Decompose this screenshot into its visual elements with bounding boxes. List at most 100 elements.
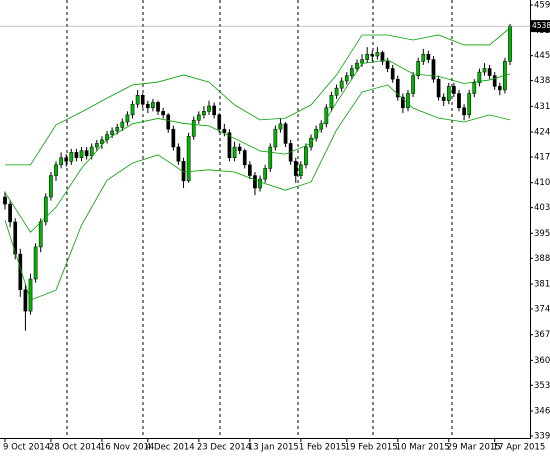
candle-body — [380, 52, 385, 62]
bollinger-band — [5, 27, 511, 166]
candle-body — [370, 53, 375, 57]
y-tick-label: 4172.0 — [534, 152, 550, 162]
candle-body — [431, 59, 436, 80]
candle-body — [487, 68, 492, 76]
y-tick-label: 4030.0 — [534, 203, 550, 213]
candle-body — [334, 87, 339, 96]
y-tick-label: 4598.0 — [534, 1, 550, 11]
candle-body — [324, 107, 329, 125]
candle-body — [247, 164, 252, 176]
candle-body — [421, 53, 426, 62]
candle-body — [253, 175, 257, 189]
candle-body — [171, 128, 176, 148]
candle-body — [125, 114, 130, 123]
candle-body — [467, 93, 472, 116]
candle-body — [472, 82, 477, 94]
last-price-label: 4538.8 — [532, 21, 550, 30]
candle-body — [176, 146, 181, 162]
candle-body — [227, 132, 232, 158]
x-tick-label: 28 Oct 2014 — [49, 443, 102, 453]
candle-body — [446, 86, 451, 101]
bollinger-band — [4, 84, 511, 301]
candle-body — [258, 178, 262, 189]
candle-body — [207, 105, 211, 112]
candle-body — [508, 25, 512, 62]
x-tick-label: 10 Mar 2015 — [396, 443, 450, 453]
candle-body — [140, 95, 145, 105]
candle-body — [360, 59, 364, 64]
candle-body — [217, 114, 222, 130]
candle-body — [79, 150, 84, 158]
candle-body — [441, 96, 446, 101]
candle-body — [273, 128, 278, 148]
candle-body — [375, 52, 380, 57]
y-tick-label: 3958.0 — [534, 229, 550, 239]
candle-body — [477, 71, 482, 84]
y-tick-label: 3746.0 — [534, 304, 550, 314]
candle-body — [329, 95, 334, 109]
candle-body — [196, 114, 201, 121]
candle-body — [497, 86, 502, 91]
y-tick-label: 3460.0 — [534, 407, 550, 417]
candle-body — [416, 61, 421, 76]
candle-body — [304, 146, 308, 166]
candle-body — [293, 161, 298, 176]
candle-body — [100, 139, 104, 144]
candle-body — [105, 134, 109, 141]
last-price-box — [531, 20, 550, 33]
y-tick-label: 4456.0 — [534, 51, 550, 61]
candle-body — [89, 146, 94, 157]
candle-body — [457, 93, 461, 109]
candle-body — [309, 137, 313, 148]
candle-body — [186, 136, 191, 182]
candle-body — [411, 75, 415, 94]
candle-body — [49, 175, 53, 198]
candle-body — [390, 68, 395, 80]
candle-body — [452, 86, 456, 94]
candle-body — [242, 150, 247, 166]
candle-body — [436, 78, 441, 98]
candle-body — [202, 111, 206, 116]
candle-body — [120, 121, 125, 128]
candle-body — [212, 105, 216, 116]
candle-body — [222, 128, 227, 133]
candle-body — [482, 68, 487, 73]
candle-body — [23, 289, 28, 312]
candle-body — [365, 53, 370, 60]
x-tick-label: 23 Dec 2014 — [197, 443, 251, 453]
candle-body — [166, 114, 171, 130]
candle-body — [151, 102, 155, 109]
candle-body — [278, 123, 283, 130]
candle-body — [426, 53, 431, 60]
y-tick-label: 3674.0 — [534, 330, 550, 340]
candle-body — [110, 130, 114, 135]
x-tick-label: 13 Jan 2015 — [248, 443, 299, 453]
y-tick-label: 3602.0 — [534, 356, 550, 366]
candle-body — [462, 107, 466, 116]
candle-body — [237, 146, 242, 151]
candle-body — [492, 75, 497, 87]
bollinger-band — [4, 59, 511, 233]
y-tick-label: 4386.0 — [534, 76, 550, 86]
x-tick-label: 16 Nov 2014 — [100, 443, 154, 453]
x-tick-label: 29 Mar 2015 — [447, 443, 501, 453]
candle-body — [115, 127, 120, 132]
candle-body — [74, 152, 79, 158]
candle-body — [395, 78, 400, 98]
x-tick-label: 9 Oct 2014 — [3, 443, 50, 453]
candle-body — [283, 123, 288, 144]
y-tick-label: 4242.0 — [534, 128, 550, 138]
candle-body — [130, 103, 135, 116]
candle-body — [54, 164, 58, 176]
candle-body — [268, 146, 273, 169]
candle-body — [401, 96, 405, 109]
candle-body — [94, 143, 99, 148]
candle-body — [43, 196, 48, 223]
candle-body — [13, 221, 18, 255]
y-tick-label: 3888.0 — [534, 254, 550, 264]
candle-body — [84, 150, 89, 157]
y-tick-label: 3532.0 — [534, 381, 550, 391]
candle-body — [232, 146, 237, 158]
